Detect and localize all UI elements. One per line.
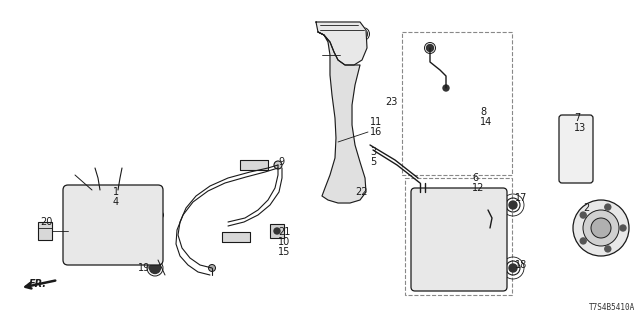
Text: 17: 17 xyxy=(515,193,527,203)
FancyBboxPatch shape xyxy=(411,188,507,291)
Circle shape xyxy=(417,260,427,270)
Circle shape xyxy=(342,148,349,156)
Circle shape xyxy=(591,218,611,238)
Circle shape xyxy=(90,210,126,246)
Circle shape xyxy=(417,215,427,225)
Circle shape xyxy=(583,210,619,246)
Circle shape xyxy=(573,200,629,256)
Circle shape xyxy=(157,212,163,219)
Circle shape xyxy=(605,246,611,252)
Text: 20: 20 xyxy=(40,217,52,227)
Text: 8: 8 xyxy=(480,107,486,117)
Circle shape xyxy=(73,243,83,253)
Circle shape xyxy=(358,29,367,38)
Circle shape xyxy=(480,260,490,270)
Text: 9: 9 xyxy=(278,157,284,167)
Text: 2: 2 xyxy=(583,203,589,213)
Text: 23: 23 xyxy=(385,97,397,107)
Circle shape xyxy=(274,161,282,169)
Circle shape xyxy=(336,189,344,197)
Bar xyxy=(240,160,268,170)
Text: 22: 22 xyxy=(355,187,367,197)
Circle shape xyxy=(430,213,474,257)
Text: 1: 1 xyxy=(113,187,119,197)
Polygon shape xyxy=(316,22,367,65)
FancyBboxPatch shape xyxy=(63,185,163,265)
Text: FR.: FR. xyxy=(29,279,47,289)
Text: 12: 12 xyxy=(472,183,484,193)
Text: T7S4B5410A: T7S4B5410A xyxy=(589,303,635,312)
Bar xyxy=(270,224,284,238)
FancyBboxPatch shape xyxy=(559,115,593,183)
Circle shape xyxy=(73,203,83,213)
Text: 4: 4 xyxy=(113,197,119,207)
Text: 14: 14 xyxy=(480,117,492,127)
Circle shape xyxy=(580,238,586,244)
Circle shape xyxy=(480,215,490,225)
Circle shape xyxy=(620,225,626,231)
Text: 7: 7 xyxy=(574,113,580,123)
Text: 10: 10 xyxy=(278,237,291,247)
Text: 5: 5 xyxy=(370,157,376,167)
Circle shape xyxy=(567,135,585,153)
Circle shape xyxy=(209,265,216,271)
Bar xyxy=(405,178,512,295)
Text: 6: 6 xyxy=(472,173,478,183)
Circle shape xyxy=(445,228,459,242)
Circle shape xyxy=(346,159,353,166)
Text: 16: 16 xyxy=(370,127,382,137)
Circle shape xyxy=(98,218,118,238)
Circle shape xyxy=(605,204,611,210)
Circle shape xyxy=(274,228,280,234)
Circle shape xyxy=(143,203,153,213)
Circle shape xyxy=(143,243,153,253)
Circle shape xyxy=(438,221,466,249)
Text: 18: 18 xyxy=(515,260,527,270)
Text: 3: 3 xyxy=(370,147,376,157)
Text: 15: 15 xyxy=(278,247,291,257)
Text: 13: 13 xyxy=(574,123,586,133)
Bar xyxy=(38,222,52,240)
Circle shape xyxy=(509,264,517,272)
Circle shape xyxy=(103,223,113,233)
Circle shape xyxy=(443,85,449,91)
Bar xyxy=(222,232,250,242)
Circle shape xyxy=(580,212,586,218)
Circle shape xyxy=(426,44,433,52)
Polygon shape xyxy=(318,32,366,203)
Circle shape xyxy=(150,262,161,274)
Text: 21: 21 xyxy=(278,227,291,237)
Text: 11: 11 xyxy=(370,117,382,127)
Text: 19: 19 xyxy=(138,263,150,273)
Bar xyxy=(402,32,512,175)
Circle shape xyxy=(509,201,517,209)
Circle shape xyxy=(572,164,580,172)
